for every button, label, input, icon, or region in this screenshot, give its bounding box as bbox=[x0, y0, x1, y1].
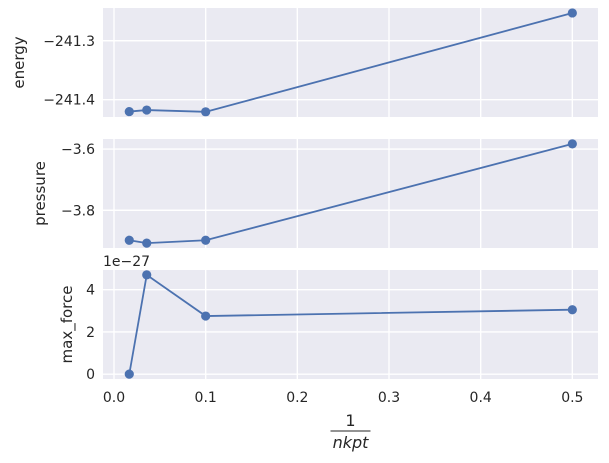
x-tick-label-1: 0.1 bbox=[195, 390, 217, 406]
data-point-energy-1 bbox=[142, 105, 152, 115]
data-point-max_force-1 bbox=[142, 270, 152, 280]
y-tick-label-pressure-0: −3.6 bbox=[61, 142, 95, 158]
y-tick-label-max_force-1: 2 bbox=[86, 325, 95, 341]
panel-background-energy bbox=[103, 8, 598, 117]
data-point-max_force-3 bbox=[567, 305, 577, 315]
data-point-pressure-1 bbox=[142, 238, 152, 248]
x-tick-label-4: 0.4 bbox=[470, 390, 492, 406]
series-line-max_force bbox=[128, 273, 573, 375]
series-line-pressure bbox=[129, 142, 573, 245]
y-tick-label-energy-1: −241.4 bbox=[43, 93, 95, 109]
y-axis-label-energy: energy bbox=[10, 36, 28, 88]
data-point-pressure-2 bbox=[201, 235, 211, 245]
x-axis-label-numerator: 1 bbox=[345, 411, 355, 430]
y-axis-label-pressure: pressure bbox=[31, 161, 49, 226]
x-axis-label-denominator: nkpt bbox=[333, 433, 370, 452]
y-tick-label-max_force-0: 0 bbox=[86, 367, 95, 383]
panel-background-pressure bbox=[103, 139, 598, 248]
panel-background-max_force bbox=[103, 270, 598, 379]
x-tick-label-5: 0.5 bbox=[561, 390, 583, 406]
data-point-max_force-0 bbox=[124, 369, 134, 379]
offset-text-max_force: 1e−27 bbox=[103, 254, 150, 270]
y-axis-label-max_force: max_force bbox=[58, 286, 77, 364]
data-point-pressure-0 bbox=[124, 235, 134, 245]
y-tick-label-max_force-2: 4 bbox=[86, 283, 95, 299]
data-point-max_force-2 bbox=[201, 311, 211, 321]
data-point-energy-0 bbox=[124, 106, 134, 117]
series-line-energy bbox=[129, 12, 573, 113]
x-tick-label-2: 0.2 bbox=[286, 390, 308, 406]
data-point-energy-2 bbox=[201, 107, 211, 117]
data-point-energy-3 bbox=[567, 8, 577, 18]
y-tick-label-pressure-1: −3.8 bbox=[61, 203, 95, 219]
x-tick-label-0: 0.0 bbox=[103, 390, 125, 406]
x-tick-label-3: 0.3 bbox=[378, 390, 400, 406]
y-tick-label-energy-0: −241.3 bbox=[43, 34, 95, 50]
data-point-pressure-3 bbox=[567, 139, 577, 149]
